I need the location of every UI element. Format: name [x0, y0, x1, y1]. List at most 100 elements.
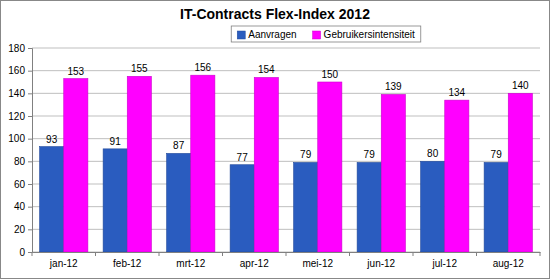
tick: 100 [8, 133, 32, 144]
data-label: 150 [321, 69, 338, 80]
tick-mark [28, 229, 32, 230]
tick: 160 [8, 65, 32, 76]
category-separator [476, 252, 477, 256]
legend: Aanvragen Gebruikersintensiteit [231, 26, 421, 42]
bar [40, 147, 64, 252]
category-separator [540, 252, 541, 256]
tick-label: 0 [19, 247, 25, 258]
tick: 60 [14, 179, 32, 190]
legend-label: Aanvragen [248, 29, 296, 40]
tick-mark [28, 252, 32, 253]
tick-label: 160 [8, 65, 25, 76]
legend-swatch [237, 31, 245, 39]
bar [103, 149, 127, 252]
series [64, 75, 533, 252]
grid-line [32, 48, 540, 49]
bar [381, 94, 405, 252]
y-axis: 0 20 40 60 80 100 120 140 160 180 [8, 43, 32, 258]
bar [294, 162, 318, 252]
category-separator [349, 252, 350, 256]
tick-label: 100 [8, 133, 25, 144]
tick-label: 140 [8, 88, 25, 99]
data-label: 87 [173, 140, 185, 151]
tick-mark [28, 161, 32, 162]
tick-label: 60 [14, 179, 26, 190]
x-axis: jan-12 feb-12 mrt-12 apr-12 mei-12 jun-12 jul-… [32, 252, 541, 269]
tick: 20 [14, 224, 32, 235]
tick-label: feb-12 [113, 258, 142, 269]
tick: jun-12 [366, 252, 395, 269]
bar [64, 79, 88, 252]
tick-mark [28, 71, 32, 72]
data-label: 93 [46, 134, 58, 145]
data-label: 134 [448, 87, 465, 98]
data-label: 79 [300, 149, 312, 160]
tick-label: jul-12 [432, 258, 458, 269]
data-labels: 9391877779798079153155156154150139134140 [46, 62, 529, 163]
tick-label: mrt-12 [176, 258, 205, 269]
data-label: 154 [258, 64, 275, 75]
grid [32, 48, 540, 252]
chart-title: IT-Contracts Flex-Index 2012 [180, 6, 370, 22]
category-separator [32, 252, 33, 256]
legend-item: Gebruikersintensiteit [313, 29, 415, 40]
bar [167, 153, 191, 252]
data-label: 79 [364, 149, 376, 160]
category-separator [95, 252, 96, 256]
data-label: 153 [67, 66, 84, 77]
tick: jul-12 [432, 252, 458, 269]
tick: 180 [8, 43, 32, 54]
bar [254, 77, 278, 252]
grid-line [32, 70, 540, 71]
data-label: 77 [237, 152, 249, 163]
chart: IT-Contracts Flex-Index 2012939187777979… [0, 0, 550, 279]
tick-mark [28, 93, 32, 94]
tick-label: 80 [14, 156, 26, 167]
tick-label: 20 [14, 224, 26, 235]
bar [445, 100, 469, 252]
plot: 9391877779798079153155156154150139134140… [8, 43, 540, 269]
axis-line [28, 49, 33, 253]
legend-label: Gebruikersintensiteit [324, 29, 415, 40]
tick: aug-12 [493, 252, 525, 269]
tick: feb-12 [113, 252, 142, 269]
tick: 140 [8, 88, 32, 99]
tick-mark [28, 207, 32, 208]
data-label: 155 [131, 63, 148, 74]
tick-label: apr-12 [240, 258, 269, 269]
tick: 40 [14, 201, 32, 212]
tick-label: 120 [8, 111, 25, 122]
data-label: 140 [512, 80, 529, 91]
tick-label: jun-12 [366, 258, 395, 269]
tick-label: mei-12 [302, 258, 333, 269]
legend-item: Aanvragen [237, 29, 296, 40]
data-label: 80 [427, 148, 439, 159]
legend-swatch [313, 31, 321, 39]
category-separator [413, 252, 414, 256]
tick-label: aug-12 [493, 258, 525, 269]
tick: jan-12 [49, 252, 78, 269]
tick: mei-12 [302, 252, 333, 269]
bar [357, 162, 381, 252]
category-separator [286, 252, 287, 256]
category-separator [159, 252, 160, 256]
tick-label: jan-12 [49, 258, 78, 269]
bar [508, 93, 532, 252]
chart-frame [1, 1, 550, 279]
tick-mark [28, 48, 32, 49]
data-label: 139 [385, 81, 402, 92]
tick: 0 [19, 247, 32, 258]
tick-label: 40 [14, 201, 26, 212]
bar [127, 76, 151, 252]
data-label: 156 [194, 62, 211, 73]
tick-mark [28, 139, 32, 140]
tick: apr-12 [240, 252, 269, 269]
category-separator [222, 252, 223, 256]
bar [484, 162, 508, 252]
tick: 120 [8, 111, 32, 122]
tick: mrt-12 [176, 252, 205, 269]
data-label: 79 [491, 149, 503, 160]
tick-mark [28, 116, 32, 117]
tick-mark [28, 184, 32, 185]
bar [318, 82, 342, 252]
